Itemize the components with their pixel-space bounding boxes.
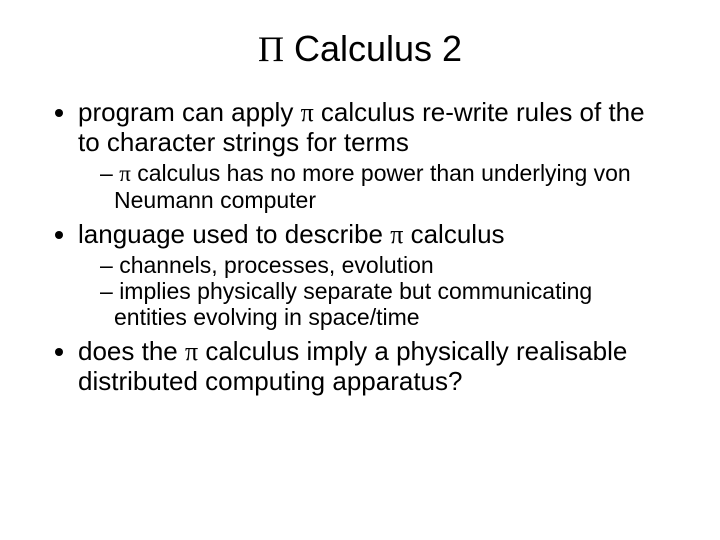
pi-symbol: π — [301, 98, 314, 127]
sublist-2: channels, processes, evolution implies p… — [78, 252, 670, 331]
bullet-1-pre: program can apply — [78, 97, 301, 127]
bullet-3: does the π calculus imply a physically r… — [78, 337, 670, 397]
bullet-3-pre: does the — [78, 336, 185, 366]
bullet-2: language used to describe π calculus cha… — [78, 220, 670, 331]
sublist-1: π calculus has no more power than underl… — [78, 160, 670, 214]
bullet-2-post: calculus — [403, 219, 504, 249]
title-symbol: Π — [258, 29, 284, 69]
slide: Π Calculus 2 program can apply π calculu… — [0, 0, 720, 540]
pi-symbol: π — [185, 337, 198, 366]
sub-2-2-text: implies physically separate but communic… — [114, 278, 592, 330]
bullet-2-pre: language used to describe — [78, 219, 390, 249]
sub-2-1-text: channels, processes, evolution — [119, 252, 434, 278]
pi-symbol: π — [390, 220, 403, 249]
pi-symbol: π — [119, 161, 131, 186]
bullet-1: program can apply π calculus re-write ru… — [78, 98, 670, 214]
bullet-list: program can apply π calculus re-write ru… — [50, 98, 670, 397]
slide-title: Π Calculus 2 — [50, 28, 670, 70]
title-text: Calculus 2 — [284, 28, 462, 69]
sub-2-2: implies physically separate but communic… — [100, 278, 670, 331]
sub-1-1: π calculus has no more power than underl… — [100, 160, 670, 214]
sub-2-1: channels, processes, evolution — [100, 252, 670, 278]
sub-1-1-text: calculus has no more power than underlyi… — [114, 160, 631, 213]
